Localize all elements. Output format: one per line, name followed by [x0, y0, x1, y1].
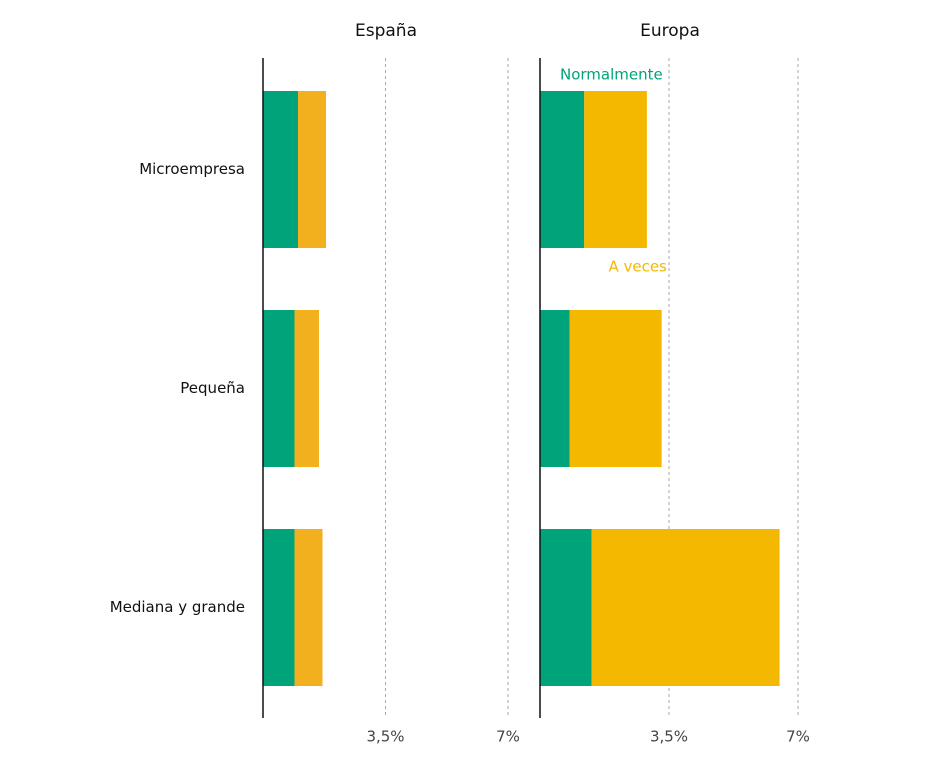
x-tick-label: 3,5% [650, 728, 688, 746]
bar [294, 310, 319, 467]
x-tick-label: 7% [786, 728, 810, 746]
x-tick-label: 7% [496, 728, 520, 746]
series-label: A veces [608, 258, 667, 276]
series-label: Normalmente [560, 66, 663, 84]
category-label: Microempresa [139, 160, 245, 178]
x-tick-label: 3,5% [366, 728, 404, 746]
panel-title: Europa [640, 21, 700, 41]
bar [298, 91, 326, 248]
bar [591, 529, 780, 686]
bar [263, 91, 298, 248]
bar [263, 310, 295, 467]
panel-title: España [355, 21, 417, 41]
bar [540, 91, 585, 248]
bar [584, 91, 647, 248]
category-label: Pequeña [180, 379, 245, 397]
bar [569, 310, 662, 467]
bar [263, 529, 295, 686]
bar [540, 310, 570, 467]
bar [540, 529, 592, 686]
bar [294, 529, 323, 686]
category-label: Mediana y grande [110, 598, 245, 616]
